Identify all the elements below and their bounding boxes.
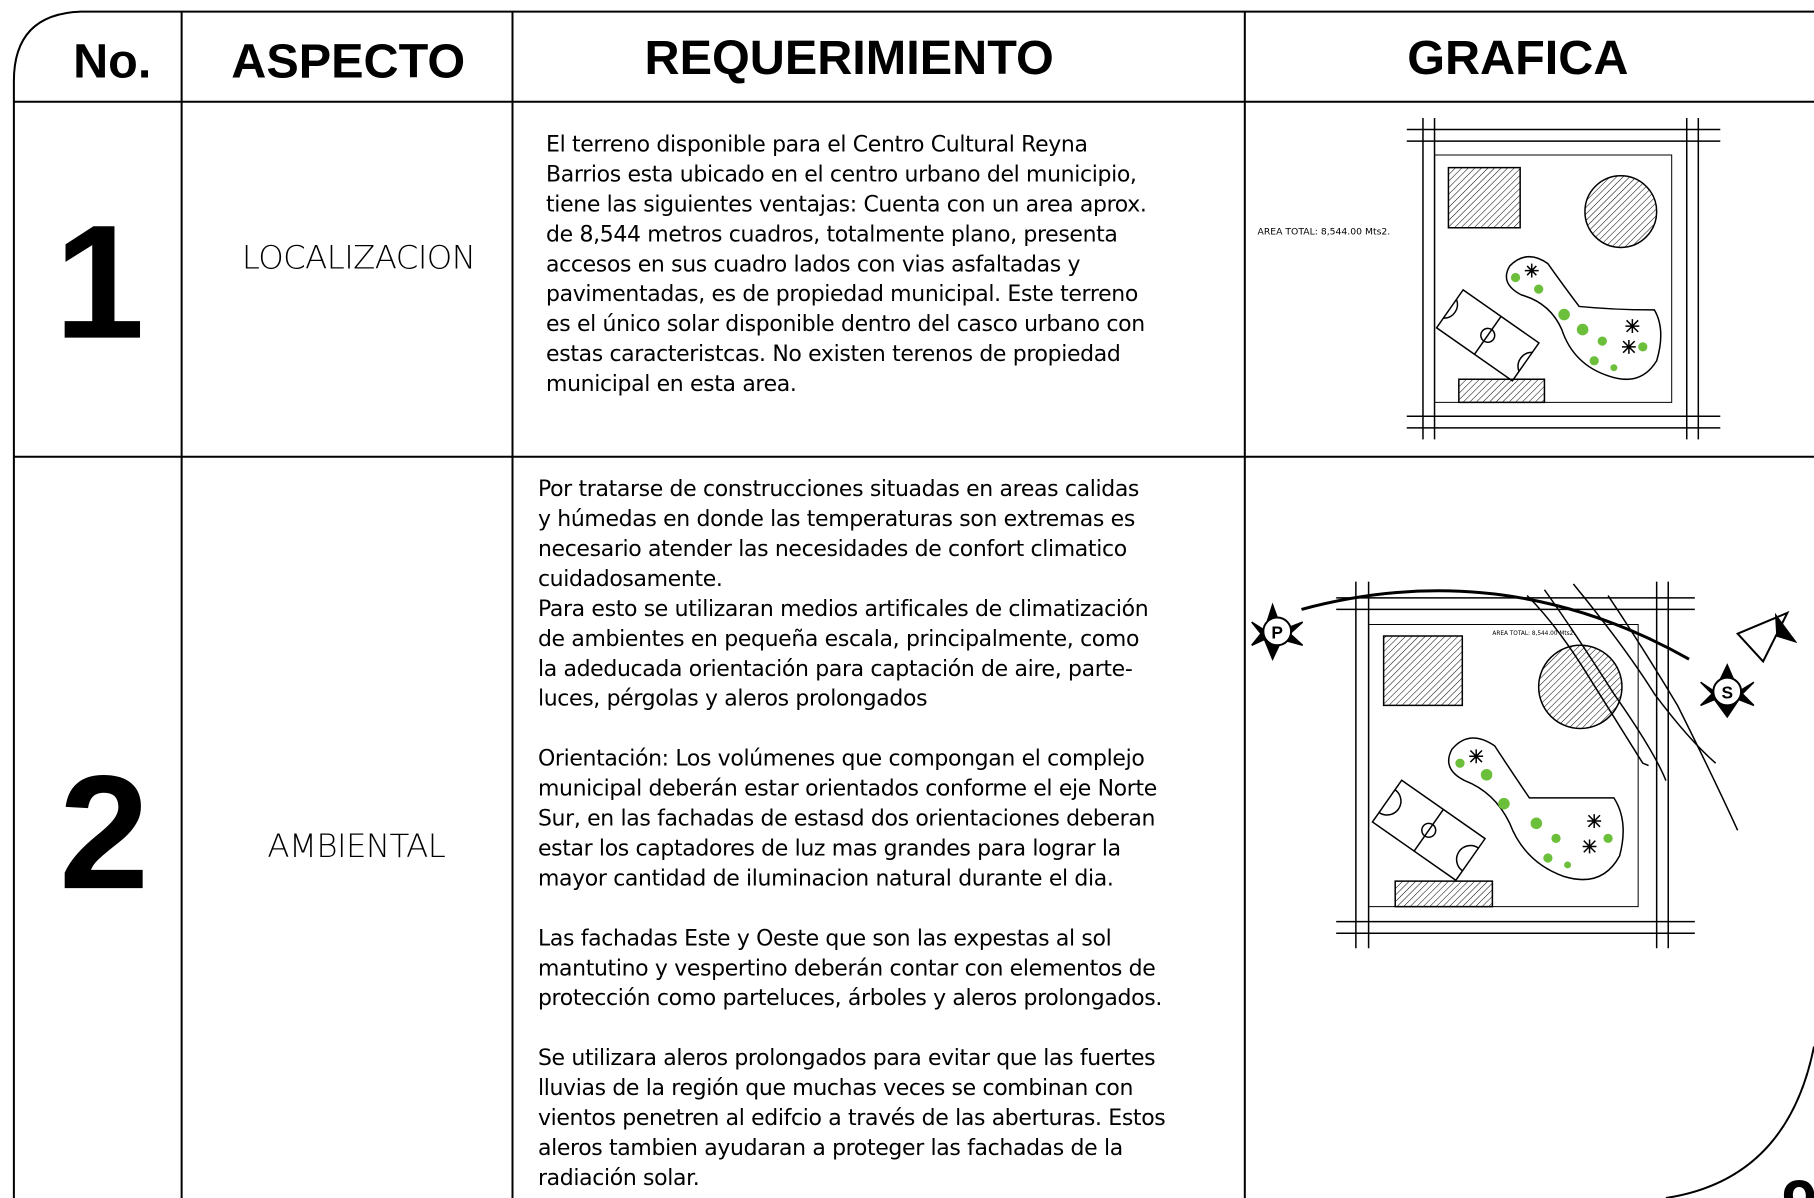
requirement-line: estar los captadores de luz mas grandes … [538, 836, 1121, 861]
outer-border [14, 12, 1814, 1198]
requirement-line: Sur, en las fachadas de estasd dos orien… [538, 807, 1155, 832]
requirement-line: estas caracteristcas. No existen terenos… [546, 342, 1120, 367]
requirement-line: vientos penetren al edifcio a través de … [538, 1106, 1165, 1131]
requirement-line: y húmedas en donde las temperaturas son … [538, 507, 1135, 532]
corner-curve [1666, 1047, 1814, 1198]
header-requirement: REQUERIMIENTO [644, 31, 1053, 85]
requirement-line: luces, pérgolas y aleros prolongados [538, 687, 927, 712]
row-aspect: LOCALIZACION [242, 238, 475, 276]
requirement-line: accesos en sus cuadro lados con vias asf… [546, 252, 1080, 277]
header-no: No. [73, 34, 151, 88]
requirement-line: Para esto se utilizaran medios artifical… [538, 597, 1148, 622]
site-plan [1407, 118, 1721, 439]
header-graphic: GRAFICA [1407, 31, 1628, 85]
requirement-line: de 8,544 metros cuadros, totalmente plan… [546, 222, 1118, 247]
requirement-line: aleros tambien ayudaran a proteger las f… [538, 1136, 1123, 1161]
requirement-line: lluvias de la región que muchas veces se… [538, 1076, 1133, 1101]
requirement-line: mayor cantidad de iluminacion natural du… [538, 866, 1114, 891]
requirement-line: necesario atender las necesidades de con… [538, 537, 1127, 562]
requirement-line: la adeducada orientación para captación … [538, 657, 1132, 682]
requirement-line: Se utilizara aleros prolongados para evi… [538, 1046, 1155, 1071]
page-number: 9 [1782, 1167, 1814, 1198]
requirement-line: Las fachadas Este y Oeste que son las ex… [538, 926, 1111, 951]
requirement-line: Barrios esta ubicado en el centro urbano… [546, 162, 1137, 187]
requirement-line: radiación solar. [538, 1166, 699, 1191]
requirement-line: pavimentadas, es de propiedad municipal.… [546, 282, 1138, 307]
row-number: 1 [54, 192, 144, 373]
requirement-line: protección como parteluces, árboles y al… [538, 986, 1162, 1011]
requirement-line: municipal deberán estar orientados confo… [538, 777, 1157, 802]
requirement-line: es el único solar disponible dentro del … [546, 312, 1145, 337]
requirement-line: El terreno disponible para el Centro Cul… [546, 132, 1088, 157]
requirement-line: tiene las siguientes ventajas: Cuenta co… [546, 192, 1146, 217]
area-label: AREA TOTAL: 8,544.00 Mts2. [1492, 631, 1575, 637]
requirement-line: de ambientes en pequeña escala, principa… [538, 627, 1139, 652]
requirement-line: Orientación: Los volúmenes que compongan… [538, 747, 1144, 772]
requirement-line: cuidadosamente. [538, 567, 723, 592]
row-aspect: AMBIENTAL [267, 827, 445, 865]
requirement-line: municipal en esta area. [546, 372, 797, 397]
requirement-line: Por tratarse de construcciones situadas … [538, 477, 1139, 502]
sun-label: S [1721, 682, 1733, 702]
site-plan [1252, 582, 1796, 949]
sun-label: P [1271, 622, 1283, 642]
header-aspect: ASPECTO [231, 34, 465, 88]
table-frame [14, 12, 1814, 1198]
area-label: AREA TOTAL: 8,544.00 Mts2. [1258, 227, 1391, 238]
row-number: 2 [59, 742, 149, 923]
requirement-line: mantutino y vespertino deberán contar co… [538, 956, 1155, 981]
